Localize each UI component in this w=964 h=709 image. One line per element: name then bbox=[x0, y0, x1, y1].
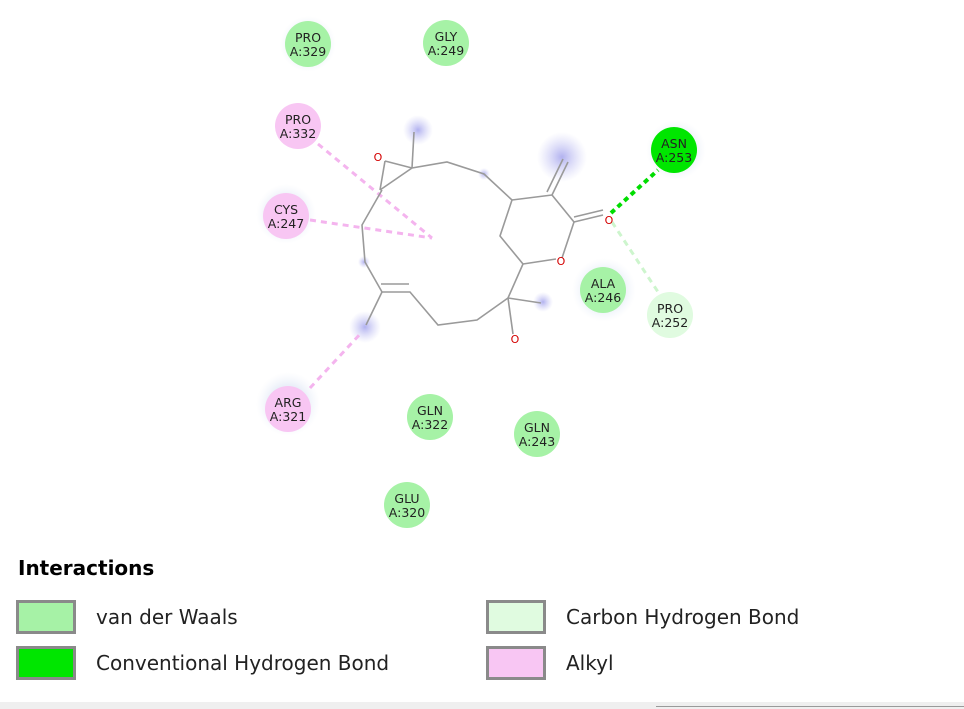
residue-chain: A:252 bbox=[652, 315, 688, 330]
residue-chain: A:249 bbox=[428, 43, 464, 58]
residue-name: GLY bbox=[435, 29, 458, 44]
residue-nodes: PROA:329GLYA:249PROA:332ASNA:253CYSA:247… bbox=[263, 20, 697, 528]
residue-chain: A:322 bbox=[412, 417, 448, 432]
legend-item-conventional-hydrogen-bond: Conventional Hydrogen Bond bbox=[16, 646, 389, 680]
alkyl-line-pro332 bbox=[317, 142, 433, 240]
residue-name: PRO bbox=[285, 112, 311, 127]
residue-circle bbox=[514, 411, 560, 457]
carbon-hbond-line-pro252 bbox=[610, 221, 664, 299]
residue-circle bbox=[423, 20, 469, 66]
residue-chain: A:246 bbox=[585, 290, 621, 305]
residue-chain: A:243 bbox=[519, 434, 555, 449]
interaction-diagram: O O O O PROA:329GLYA:249PROA:332ASNA:253… bbox=[256, 16, 706, 528]
residue-chain: A:329 bbox=[290, 44, 326, 59]
interaction-lines bbox=[308, 142, 664, 390]
carbonyl-oxygen: O bbox=[605, 214, 614, 227]
residue-circle bbox=[384, 482, 430, 528]
residue-circle bbox=[407, 394, 453, 440]
residue-circle bbox=[285, 21, 331, 67]
legend-swatch-conventional-hydrogen-bond bbox=[16, 646, 76, 680]
residue-name: PRO bbox=[295, 30, 321, 45]
alkyl-line-cys247 bbox=[309, 218, 433, 240]
residue-circle bbox=[580, 267, 626, 313]
residue-halos bbox=[256, 16, 706, 436]
atom-halos bbox=[349, 115, 587, 343]
residue-circle bbox=[647, 292, 693, 338]
ring-oxygen: O bbox=[557, 255, 566, 268]
legend-title: Interactions bbox=[18, 556, 155, 580]
hbond-line-asn253 bbox=[609, 168, 660, 215]
residue-name: GLN bbox=[417, 403, 443, 418]
legend-item-carbon-hydrogen-bond: Carbon Hydrogen Bond bbox=[486, 600, 799, 634]
bottom-scrollbar-thumb[interactable] bbox=[656, 706, 964, 707]
legend-item-alkyl: Alkyl bbox=[486, 646, 614, 680]
residue-chain: A:332 bbox=[280, 126, 316, 141]
residue-name: GLN bbox=[524, 420, 550, 435]
legend-swatch-van-der-waals bbox=[16, 600, 76, 634]
residue-name: CYS bbox=[274, 202, 298, 217]
epoxide-oxygen: O bbox=[374, 151, 383, 164]
oxygen-atoms: O O O O bbox=[374, 151, 614, 346]
residue-chain: A:320 bbox=[389, 505, 425, 520]
residue-circle bbox=[265, 386, 311, 432]
residue-name: GLU bbox=[394, 491, 419, 506]
legend-label-carbon-hydrogen-bond: Carbon Hydrogen Bond bbox=[566, 605, 800, 629]
residue-circle bbox=[275, 103, 321, 149]
residue-circle bbox=[263, 193, 309, 239]
bottom-scrollbar-track[interactable] bbox=[0, 702, 964, 709]
residue-circle bbox=[651, 127, 697, 173]
residue-name: PRO bbox=[657, 301, 683, 316]
hydroxyl-oxygen: O bbox=[511, 333, 520, 346]
legend-item-van-der-waals: van der Waals bbox=[16, 600, 238, 634]
residue-chain: A:253 bbox=[656, 150, 692, 165]
legend-label-van-der-waals: van der Waals bbox=[96, 605, 238, 629]
residue-name: ASN bbox=[661, 136, 687, 151]
ligand-skeleton bbox=[361, 131, 604, 335]
legend-label-conventional-hydrogen-bond: Conventional Hydrogen Bond bbox=[96, 651, 390, 675]
residue-name: ARG bbox=[275, 395, 302, 410]
alkyl-line-arg321 bbox=[308, 330, 364, 390]
residue-name: ALA bbox=[591, 276, 616, 291]
legend-swatch-alkyl bbox=[486, 646, 546, 680]
legend-label-alkyl: Alkyl bbox=[566, 651, 614, 675]
residue-chain: A:247 bbox=[268, 216, 304, 231]
legend-swatch-carbon-hydrogen-bond bbox=[486, 600, 546, 634]
residue-chain: A:321 bbox=[270, 409, 306, 424]
